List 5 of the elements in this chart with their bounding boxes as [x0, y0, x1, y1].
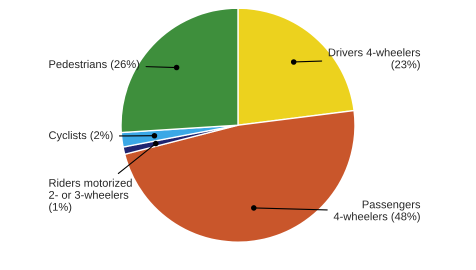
slice-label: Riders motorized 2- or 3-wheelers (1%)	[49, 178, 132, 213]
slice-label: Drivers 4-wheelers (23%)	[328, 48, 420, 71]
slice-label: Pedestrians (26%)	[49, 60, 140, 70]
slice-label: Cyclists (2%)	[49, 130, 113, 142]
slice-label: Passengers 4-wheelers (48%)	[334, 200, 420, 223]
